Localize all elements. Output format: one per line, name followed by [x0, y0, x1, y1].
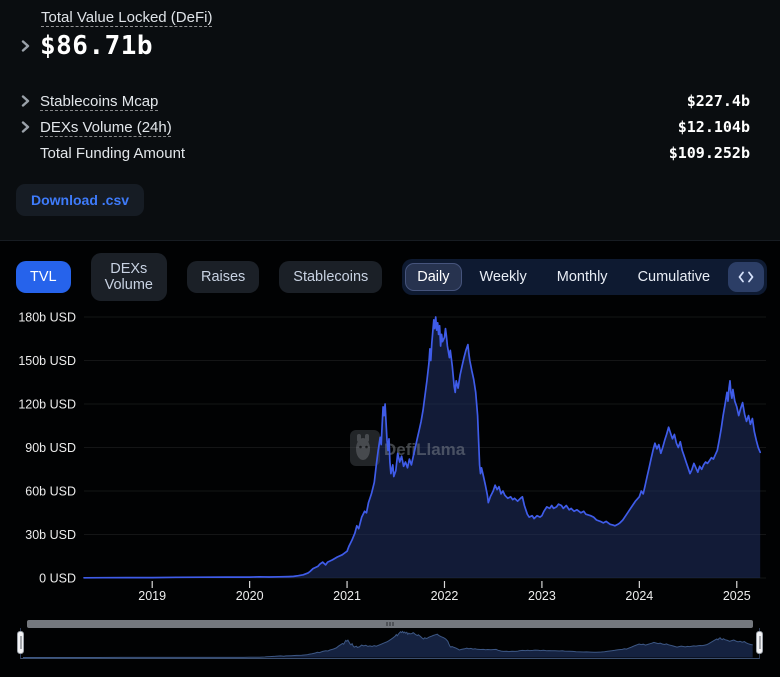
- chevron-right-icon[interactable]: [16, 118, 34, 136]
- stat-row-total-funding: Total Funding Amount $109.252b: [16, 140, 750, 166]
- brush-handle-left[interactable]: [17, 631, 24, 654]
- tvl-area-chart[interactable]: 0 USD 30b USD 60b USD 90b USD 120b USD 150b U…: [0, 303, 780, 605]
- download-csv-button[interactable]: Download .csv: [16, 184, 145, 216]
- interval-weekly[interactable]: Weekly: [468, 263, 539, 291]
- chevron-right-icon[interactable]: [16, 37, 34, 55]
- stat-value: $227.4b: [686, 92, 750, 110]
- svg-text:60b USD: 60b USD: [25, 485, 76, 499]
- tab-stablecoins[interactable]: Stablecoins: [279, 261, 383, 293]
- svg-text:0 USD: 0 USD: [39, 572, 76, 586]
- svg-text:2020: 2020: [236, 589, 264, 603]
- minimap[interactable]: [20, 628, 760, 659]
- svg-text:2023: 2023: [528, 589, 556, 603]
- tab-dexs-volume[interactable]: DEXs Volume: [90, 253, 167, 301]
- stat-row-dexs-volume[interactable]: DEXs Volume (24h) $12.104b: [16, 114, 750, 140]
- stat-row-stablecoins[interactable]: Stablecoins Mcap $227.4b: [16, 88, 750, 114]
- svg-text:2021: 2021: [333, 589, 361, 603]
- svg-text:120b USD: 120b USD: [18, 398, 76, 412]
- interval-selector: Daily Weekly Monthly Cumulative: [402, 259, 768, 295]
- chevron-right-icon[interactable]: [16, 92, 34, 110]
- stats-card: Total Value Locked (DeFi) $86.71b Stable…: [0, 0, 780, 241]
- minimap-chart[interactable]: [21, 628, 761, 659]
- chevrons-left-right-icon[interactable]: [728, 262, 765, 292]
- brush-drag-bar[interactable]: [27, 620, 753, 628]
- interval-monthly[interactable]: Monthly: [545, 263, 620, 291]
- main-value: $86.71b: [40, 31, 154, 61]
- stat-label[interactable]: Stablecoins Mcap: [40, 92, 159, 110]
- svg-text:DefiLlama: DefiLlama: [384, 440, 466, 459]
- tab-raises[interactable]: Raises: [186, 261, 260, 293]
- svg-text:180b USD: 180b USD: [18, 311, 76, 325]
- tab-tvl[interactable]: TVL: [16, 261, 71, 293]
- stat-label[interactable]: DEXs Volume (24h): [40, 118, 172, 136]
- interval-cumulative[interactable]: Cumulative: [626, 263, 723, 291]
- brush-handle-right[interactable]: [756, 631, 763, 654]
- stat-label: Total Funding Amount: [40, 144, 186, 162]
- svg-text:2024: 2024: [625, 589, 653, 603]
- svg-text:150b USD: 150b USD: [18, 354, 76, 368]
- interval-daily[interactable]: Daily: [405, 263, 462, 291]
- stat-value: $109.252b: [668, 144, 750, 162]
- svg-text:90b USD: 90b USD: [25, 441, 76, 455]
- svg-text:2025: 2025: [723, 589, 751, 603]
- chart-brush: [17, 620, 763, 659]
- grip-icon: [386, 622, 394, 626]
- svg-text:30b USD: 30b USD: [25, 528, 76, 542]
- page-title[interactable]: Total Value Locked (DeFi): [41, 9, 213, 26]
- chart-card: TVL DEXs Volume Raises Stablecoins Daily…: [0, 241, 780, 659]
- stat-value: $12.104b: [677, 118, 750, 136]
- chart-toolbar: TVL DEXs Volume Raises Stablecoins Daily…: [0, 253, 780, 301]
- defillama-watermark: DefiLlama: [350, 430, 466, 466]
- svg-text:2022: 2022: [431, 589, 459, 603]
- svg-text:2019: 2019: [138, 589, 166, 603]
